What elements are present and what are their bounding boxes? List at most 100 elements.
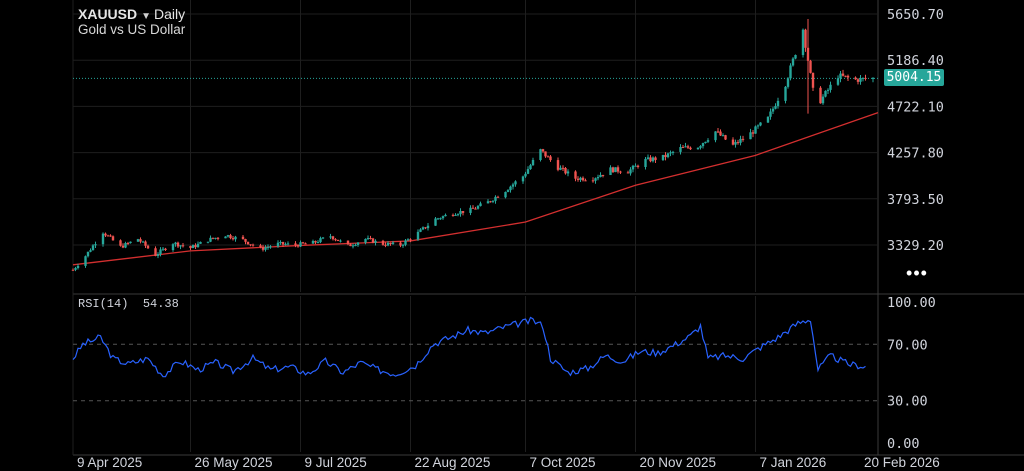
candle-body bbox=[809, 60, 812, 73]
candle-body bbox=[679, 147, 682, 152]
candle-body bbox=[136, 239, 140, 242]
candle-body bbox=[104, 233, 107, 236]
y-tick-label: 5186.40 bbox=[887, 53, 944, 69]
candle-body bbox=[579, 177, 582, 180]
candle-body bbox=[126, 243, 130, 245]
ellipsis-icon[interactable]: ••• bbox=[906, 263, 928, 283]
y-tick-label: 3793.50 bbox=[887, 192, 944, 208]
candle-body bbox=[161, 248, 165, 250]
candle-body bbox=[299, 242, 302, 247]
candle-body bbox=[719, 131, 722, 136]
candle-body bbox=[451, 214, 455, 216]
candle-body bbox=[704, 141, 707, 144]
candle-body bbox=[261, 247, 265, 250]
candle-body bbox=[171, 244, 175, 251]
candle-body bbox=[241, 236, 245, 240]
candle-body bbox=[521, 176, 525, 182]
candle-body bbox=[791, 58, 795, 66]
candle-body bbox=[741, 138, 745, 140]
candle-body bbox=[821, 96, 825, 104]
candle-body bbox=[714, 131, 717, 141]
candle-body bbox=[251, 244, 255, 246]
candle-body bbox=[489, 201, 492, 203]
candle-body bbox=[689, 147, 692, 150]
chevron-down-icon[interactable]: ▼ bbox=[141, 11, 152, 22]
candle-body bbox=[804, 29, 807, 48]
candle-body bbox=[216, 237, 220, 239]
candle-body bbox=[486, 201, 490, 204]
candle-body bbox=[459, 211, 462, 215]
candle-body bbox=[514, 181, 517, 185]
candle-body bbox=[524, 173, 527, 177]
candle-body bbox=[129, 241, 132, 244]
candle-body bbox=[531, 159, 535, 166]
candle-body bbox=[371, 238, 375, 243]
candle-body bbox=[561, 167, 565, 169]
candle-body bbox=[789, 65, 792, 79]
candle-body bbox=[511, 184, 515, 187]
candle-body bbox=[654, 157, 657, 160]
candle-body bbox=[86, 251, 90, 257]
candle-body bbox=[819, 87, 822, 104]
candle-body bbox=[794, 54, 797, 59]
candle-body bbox=[189, 245, 192, 249]
candle-body bbox=[584, 180, 587, 182]
candle-body bbox=[539, 149, 542, 160]
candle-body bbox=[164, 248, 167, 251]
candle-body bbox=[224, 236, 227, 239]
rsi-value: 54.38 bbox=[142, 297, 179, 311]
candle-body bbox=[864, 77, 867, 79]
candle-body bbox=[594, 178, 597, 181]
candle-body bbox=[386, 242, 390, 246]
candle-body bbox=[339, 240, 342, 242]
candle-body bbox=[181, 245, 185, 247]
candle-body bbox=[681, 147, 685, 149]
candle-body bbox=[636, 165, 640, 167]
candle-body bbox=[381, 240, 385, 245]
candle-body bbox=[631, 165, 635, 170]
candle-body bbox=[244, 239, 247, 242]
candle-body bbox=[811, 72, 815, 88]
symbol-header[interactable]: XAUUSD ▼ Daily bbox=[78, 5, 185, 26]
candle-body bbox=[266, 246, 270, 248]
candle-body bbox=[194, 245, 197, 248]
x-tick-label: 9 Jul 2025 bbox=[305, 455, 367, 470]
candle-body bbox=[421, 227, 425, 230]
candle-body bbox=[426, 225, 430, 229]
rsi-tick-label: 30.00 bbox=[887, 394, 928, 410]
candle-body bbox=[349, 244, 352, 247]
candle-body bbox=[646, 157, 650, 159]
candle-body bbox=[211, 237, 215, 239]
candle-body bbox=[546, 156, 550, 158]
candle-body bbox=[76, 265, 80, 269]
symbol-name[interactable]: XAUUSD bbox=[78, 6, 138, 22]
x-tick-label: 7 Oct 2025 bbox=[530, 455, 596, 470]
candle-body bbox=[121, 245, 125, 248]
candle-body bbox=[424, 227, 427, 229]
candle-body bbox=[419, 229, 422, 232]
candle-body bbox=[154, 248, 157, 256]
rsi-tick-label: 70.00 bbox=[887, 337, 928, 353]
candle-body bbox=[399, 242, 402, 246]
candle-body bbox=[401, 244, 405, 246]
candle-body bbox=[591, 180, 595, 182]
candle-body bbox=[364, 238, 367, 243]
y-tick-label: 5650.70 bbox=[887, 7, 944, 23]
rsi-label: RSI(14) bbox=[78, 297, 129, 311]
candle-body bbox=[304, 243, 307, 245]
candle-body bbox=[836, 78, 840, 85]
candle-body bbox=[614, 167, 617, 173]
candle-body bbox=[576, 178, 580, 180]
candle-body bbox=[391, 242, 395, 244]
candle-body bbox=[611, 167, 615, 173]
candle-body bbox=[506, 190, 510, 192]
candle-body bbox=[356, 242, 360, 245]
candle-body bbox=[124, 243, 127, 248]
candle-body bbox=[699, 146, 702, 148]
x-tick-label: 22 Aug 2025 bbox=[415, 455, 491, 470]
interval-label[interactable]: Daily bbox=[154, 6, 186, 22]
candle-body bbox=[144, 241, 147, 246]
x-tick-label: 20 Feb 2026 bbox=[864, 455, 940, 470]
candle-body bbox=[734, 142, 737, 145]
